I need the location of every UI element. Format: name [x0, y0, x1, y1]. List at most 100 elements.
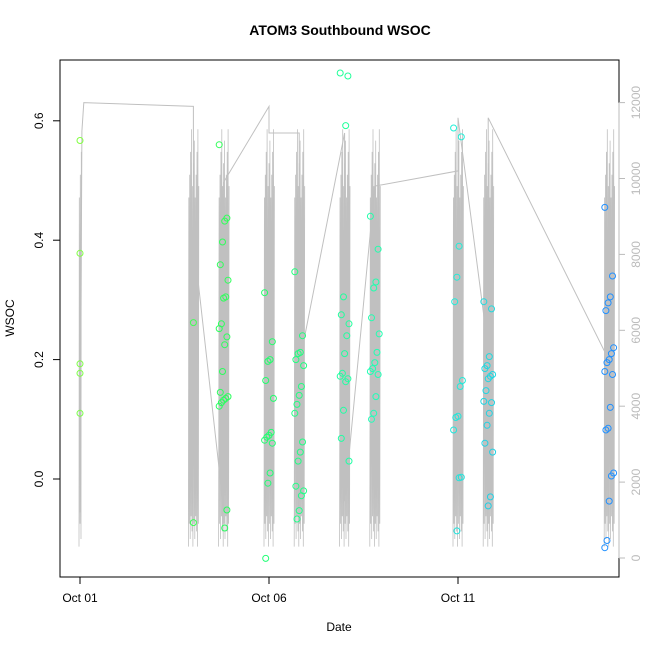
data-point	[221, 217, 229, 225]
data-point	[343, 332, 351, 340]
data-point	[603, 359, 611, 367]
altitude-profile	[482, 129, 495, 547]
data-point	[601, 368, 609, 375]
altitude-profile	[293, 129, 306, 547]
data-point	[602, 307, 610, 315]
data-point	[488, 399, 495, 407]
data-point	[481, 439, 489, 447]
data-point	[345, 320, 353, 328]
data-point	[345, 457, 353, 465]
data-point	[457, 133, 465, 141]
y2-tick-label: 0	[629, 554, 643, 561]
data-point	[297, 383, 305, 390]
altitude-profile	[78, 151, 82, 547]
data-point	[295, 391, 303, 399]
data-point	[372, 278, 380, 286]
x-tick-label: Oct 11	[441, 591, 476, 605]
data-point	[224, 276, 232, 284]
data-point	[607, 472, 615, 480]
data-point	[606, 293, 614, 301]
altitude-profile	[369, 129, 381, 547]
data-point	[453, 527, 461, 535]
y2-tick-label: 10000	[629, 161, 643, 195]
data-point	[451, 298, 459, 306]
altitude-profile	[339, 129, 351, 547]
data-point	[220, 294, 228, 302]
x-tick-label: Oct 01	[62, 591, 98, 605]
data-point	[266, 469, 274, 477]
data-point	[223, 506, 231, 514]
data-point	[217, 399, 225, 407]
data-point	[371, 359, 379, 367]
data-point	[221, 524, 229, 532]
data-point	[374, 245, 382, 253]
data-point	[602, 426, 610, 434]
data-point	[368, 415, 375, 423]
data-point	[76, 369, 84, 377]
y-tick-label: 0.2	[32, 351, 46, 368]
data-point	[370, 284, 378, 292]
data-point	[296, 448, 304, 456]
data-point	[604, 424, 612, 432]
data-point	[601, 203, 609, 211]
data-point	[219, 238, 226, 246]
data-point	[299, 332, 306, 340]
data-point	[76, 137, 84, 144]
data-point	[366, 368, 374, 375]
y2-tick-label: 12000	[629, 86, 643, 120]
data-point	[215, 325, 223, 333]
data-point	[268, 338, 276, 346]
data-point	[293, 515, 301, 523]
data-point	[189, 519, 197, 527]
data-point	[485, 353, 493, 361]
data-point	[337, 434, 345, 442]
data-point	[609, 371, 616, 378]
data-point	[261, 289, 269, 297]
data-point	[292, 482, 300, 490]
data-point	[216, 261, 224, 269]
data-point	[603, 537, 611, 544]
data-point	[610, 344, 618, 352]
altitude-profile	[603, 129, 615, 547]
data-point	[481, 365, 489, 373]
data-point	[189, 319, 197, 327]
data-point	[366, 212, 374, 220]
data-point	[605, 497, 613, 505]
data-point	[262, 377, 270, 384]
data-point	[344, 72, 352, 80]
data-point	[261, 436, 269, 444]
data-point	[484, 375, 492, 383]
data-point	[222, 394, 230, 402]
chart-title: ATOM3 Southbound WSOC	[249, 22, 430, 38]
data-point	[215, 402, 223, 410]
altitude-profile	[452, 129, 464, 547]
data-point	[455, 242, 463, 250]
data-point	[264, 479, 272, 487]
data-point	[372, 393, 380, 401]
data-point	[489, 371, 497, 378]
data-point	[221, 341, 229, 349]
data-point	[266, 356, 274, 364]
data-point	[215, 141, 223, 149]
data-point	[340, 406, 347, 414]
data-point	[297, 492, 305, 500]
data-point	[374, 371, 382, 378]
altitude-profile	[188, 129, 200, 547]
data-point	[486, 372, 494, 380]
data-point	[336, 69, 344, 77]
data-point	[223, 333, 231, 341]
y-axis-label: WSOC	[3, 299, 17, 337]
data-point	[609, 272, 616, 280]
data-point	[299, 438, 306, 446]
data-point	[76, 360, 84, 368]
data-point	[480, 298, 488, 306]
y-tick-label: 0.0	[32, 470, 46, 487]
data-point	[220, 396, 228, 404]
data-point	[456, 383, 464, 390]
data-point	[452, 414, 460, 421]
altitude-layer	[78, 102, 615, 547]
data-point	[224, 393, 232, 401]
data-point	[486, 493, 494, 501]
data-point	[293, 400, 301, 408]
data-point	[489, 448, 497, 456]
